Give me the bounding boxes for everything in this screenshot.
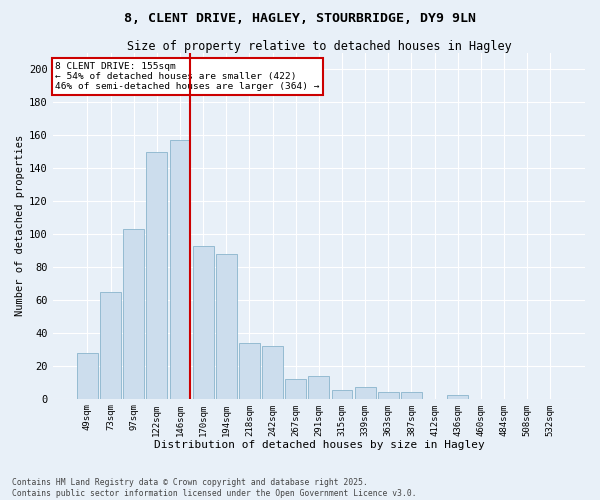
Bar: [378, 392, 399, 398]
Bar: [448, 396, 468, 398]
Bar: [170, 140, 190, 398]
Text: 8 CLENT DRIVE: 155sqm
← 54% of detached houses are smaller (422)
46% of semi-det: 8 CLENT DRIVE: 155sqm ← 54% of detached …: [55, 62, 320, 92]
Title: Size of property relative to detached houses in Hagley: Size of property relative to detached ho…: [127, 40, 511, 53]
Text: 8, CLENT DRIVE, HAGLEY, STOURBRIDGE, DY9 9LN: 8, CLENT DRIVE, HAGLEY, STOURBRIDGE, DY9…: [124, 12, 476, 26]
Bar: [401, 392, 422, 398]
Text: Contains HM Land Registry data © Crown copyright and database right 2025.
Contai: Contains HM Land Registry data © Crown c…: [12, 478, 416, 498]
Bar: [332, 390, 352, 398]
Bar: [355, 387, 376, 398]
Bar: [239, 342, 260, 398]
Bar: [216, 254, 237, 398]
Bar: [100, 292, 121, 399]
Bar: [146, 152, 167, 398]
Y-axis label: Number of detached properties: Number of detached properties: [15, 135, 25, 316]
Bar: [193, 246, 214, 398]
X-axis label: Distribution of detached houses by size in Hagley: Distribution of detached houses by size …: [154, 440, 484, 450]
Bar: [123, 229, 144, 398]
Bar: [286, 379, 306, 398]
Bar: [262, 346, 283, 399]
Bar: [308, 376, 329, 398]
Bar: [77, 352, 98, 399]
